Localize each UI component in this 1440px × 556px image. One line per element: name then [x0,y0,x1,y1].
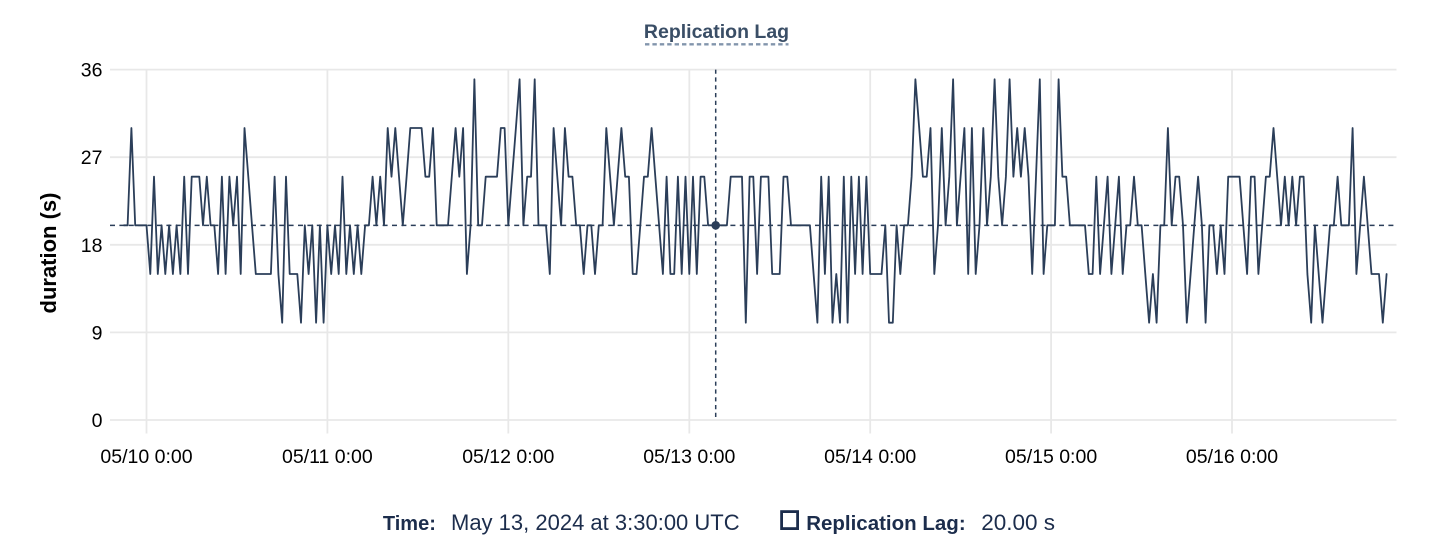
svg-text:05/11 0:00: 05/11 0:00 [282,446,373,468]
svg-text:18: 18 [81,235,103,257]
svg-text:May 13, 2024 at 3:30:00 UTC: May 13, 2024 at 3:30:00 UTC [451,510,740,535]
svg-text:36: 36 [81,60,103,82]
svg-text:05/13 0:00: 05/13 0:00 [643,446,735,468]
svg-text:20.00 s: 20.00 s [981,510,1055,535]
svg-text:05/12 0:00: 05/12 0:00 [462,446,554,468]
svg-text:Replication Lag:: Replication Lag: [806,512,965,535]
svg-text:05/15 0:00: 05/15 0:00 [1005,446,1097,468]
svg-text:Time:: Time: [383,513,436,535]
svg-text:duration (s): duration (s) [36,193,61,314]
svg-text:9: 9 [92,322,103,344]
svg-text:05/10 0:00: 05/10 0:00 [100,446,192,468]
svg-text:Replication Lag: Replication Lag [644,21,789,43]
svg-text:27: 27 [81,147,103,169]
svg-text:05/16 0:00: 05/16 0:00 [1186,446,1278,468]
svg-text:05/14 0:00: 05/14 0:00 [824,446,916,468]
svg-text:0: 0 [92,410,103,432]
